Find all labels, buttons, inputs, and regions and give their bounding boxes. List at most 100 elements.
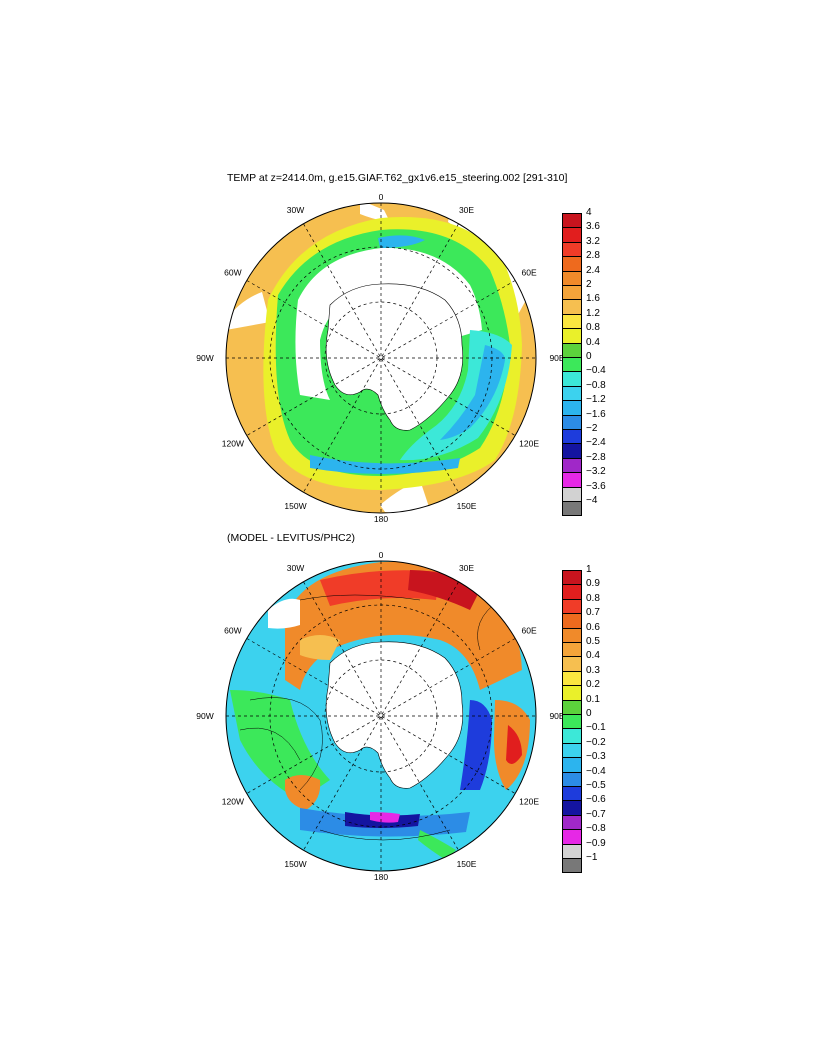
- colorbar-label: −0.1: [586, 722, 606, 734]
- longitude-label: 150W: [284, 859, 306, 869]
- longitude-label: 180: [374, 514, 388, 524]
- longitude-label: 150W: [284, 501, 306, 511]
- longitude-label: 0: [379, 550, 384, 560]
- colorbar-label: −2.8: [586, 451, 606, 463]
- panel-1-title: TEMP at z=2414.0m, g.e15.GIAF.T62_gx1v6.…: [227, 172, 568, 184]
- colorbar-swatch: [562, 570, 582, 586]
- colorbar-swatch: [562, 299, 582, 315]
- longitude-label: 60W: [224, 626, 241, 636]
- colorbar-swatch: [562, 501, 582, 517]
- colorbar-swatch: [562, 414, 582, 430]
- colorbar-label: 4: [586, 207, 592, 218]
- colorbar-swatch: [562, 858, 582, 874]
- colorbar-swatch: [562, 429, 582, 445]
- colorbar-swatch: [562, 642, 582, 658]
- colorbar-swatch: [562, 670, 582, 687]
- longitude-label: 30W: [287, 205, 304, 215]
- colorbar-swatch: [562, 285, 582, 301]
- colorbar-label: −1.2: [586, 394, 606, 406]
- colorbar-swatch: [562, 472, 582, 488]
- colorbar-swatch: [562, 699, 582, 715]
- colorbar-label: −4: [586, 495, 598, 506]
- longitude-label: 120W: [222, 439, 244, 449]
- colorbar-swatch: [562, 342, 582, 358]
- colorbar-label: 0.1: [586, 693, 600, 705]
- colorbar-label: −0.2: [586, 736, 606, 748]
- colorbar-swatch: [562, 742, 582, 759]
- colorbar-label: 0.2: [586, 679, 600, 691]
- colorbar-swatch: [562, 241, 582, 258]
- colorbar-swatch: [562, 613, 582, 629]
- longitude-label: 30W: [287, 563, 304, 573]
- colorbar-swatch: [562, 313, 582, 330]
- colorbar-label: 2.8: [586, 250, 600, 262]
- longitude-label: 60W: [224, 268, 241, 278]
- colorbar-label: 1.2: [586, 307, 600, 319]
- map-1-temperature: [225, 202, 537, 514]
- colorbar-label: 2: [586, 279, 592, 290]
- longitude-label: 30E: [459, 563, 474, 573]
- colorbar-swatch: [562, 786, 582, 802]
- colorbar-swatch: [562, 256, 582, 272]
- colorbar-label: 2.4: [586, 264, 600, 276]
- colorbar-swatch: [562, 656, 582, 672]
- colorbar-label: 0.8: [586, 592, 600, 604]
- colorbar-swatch: [562, 685, 582, 701]
- colorbar-swatch: [562, 357, 582, 373]
- colorbar-label: −0.8: [586, 823, 606, 835]
- longitude-label: 90E: [549, 711, 564, 721]
- colorbar-label: 1: [586, 564, 592, 575]
- map-1-longitude-labels: 0 30E 60E 90E 120E 150E 180 150W 120W 90W 60W 30W: [196, 192, 565, 524]
- longitude-label: 60E: [522, 626, 537, 636]
- map-2-longitude-labels: 0 30E 60E 90E 120E 150E 180 150W 120W 90W 60W 30W: [196, 550, 565, 882]
- colorbar-swatch: [562, 443, 582, 459]
- colorbar-swatch: [562, 270, 582, 286]
- colorbar-swatch: [562, 385, 582, 402]
- colorbar-swatch: [562, 829, 582, 845]
- colorbar-label: −0.8: [586, 379, 606, 391]
- colorbar-label: −1.6: [586, 408, 606, 420]
- colorbar-label: 0.7: [586, 607, 600, 619]
- colorbar-swatch: [562, 800, 582, 816]
- longitude-label: 90W: [196, 711, 213, 721]
- colorbar-swatch: [562, 227, 582, 243]
- colorbar-label: 0.4: [586, 650, 600, 662]
- colorbar-label: −0.5: [586, 780, 606, 791]
- colorbar-swatch: [562, 771, 582, 787]
- colorbar-label: −0.9: [586, 837, 606, 849]
- longitude-label: 90E: [549, 353, 564, 363]
- colorbar-label: −2.4: [586, 437, 606, 449]
- longitude-label: 120E: [519, 439, 539, 449]
- colorbar-label: 0.3: [586, 664, 600, 676]
- colorbar-label: −0.4: [586, 765, 606, 777]
- longitude-label: 0: [379, 192, 384, 202]
- colorbar-swatch: [562, 843, 582, 859]
- colorbar-label: 3.2: [586, 235, 600, 247]
- colorbar-label: 0.5: [586, 636, 600, 647]
- colorbar-swatch: [562, 371, 582, 387]
- colorbar-swatch: [562, 714, 582, 730]
- colorbar-swatch: [562, 757, 582, 773]
- colorbar-label: 1.6: [586, 293, 600, 305]
- colorbar-label: −0.7: [586, 808, 606, 820]
- colorbar-swatch: [562, 457, 582, 474]
- colorbar-label: −0.4: [586, 365, 606, 377]
- longitude-label: 90W: [196, 353, 213, 363]
- colorbar-swatch: [562, 584, 582, 600]
- colorbar-swatch: [562, 400, 582, 416]
- colorbar-swatch: [562, 213, 582, 229]
- longitude-label: 150E: [457, 859, 477, 869]
- colorbar-label: −0.6: [586, 794, 606, 806]
- colorbar-swatch: [562, 328, 582, 344]
- colorbar-label: 0: [586, 708, 592, 719]
- longitude-label: 30E: [459, 205, 474, 215]
- longitude-label: 150E: [457, 501, 477, 511]
- colorbar-swatch: [562, 627, 582, 643]
- colorbar-swatch: [562, 486, 582, 502]
- colorbar-swatch: [562, 598, 582, 615]
- colorbar-label: −2: [586, 423, 598, 434]
- longitude-label: 120W: [222, 797, 244, 807]
- map-2-difference: [225, 560, 537, 872]
- colorbar-label: 0.9: [586, 578, 600, 590]
